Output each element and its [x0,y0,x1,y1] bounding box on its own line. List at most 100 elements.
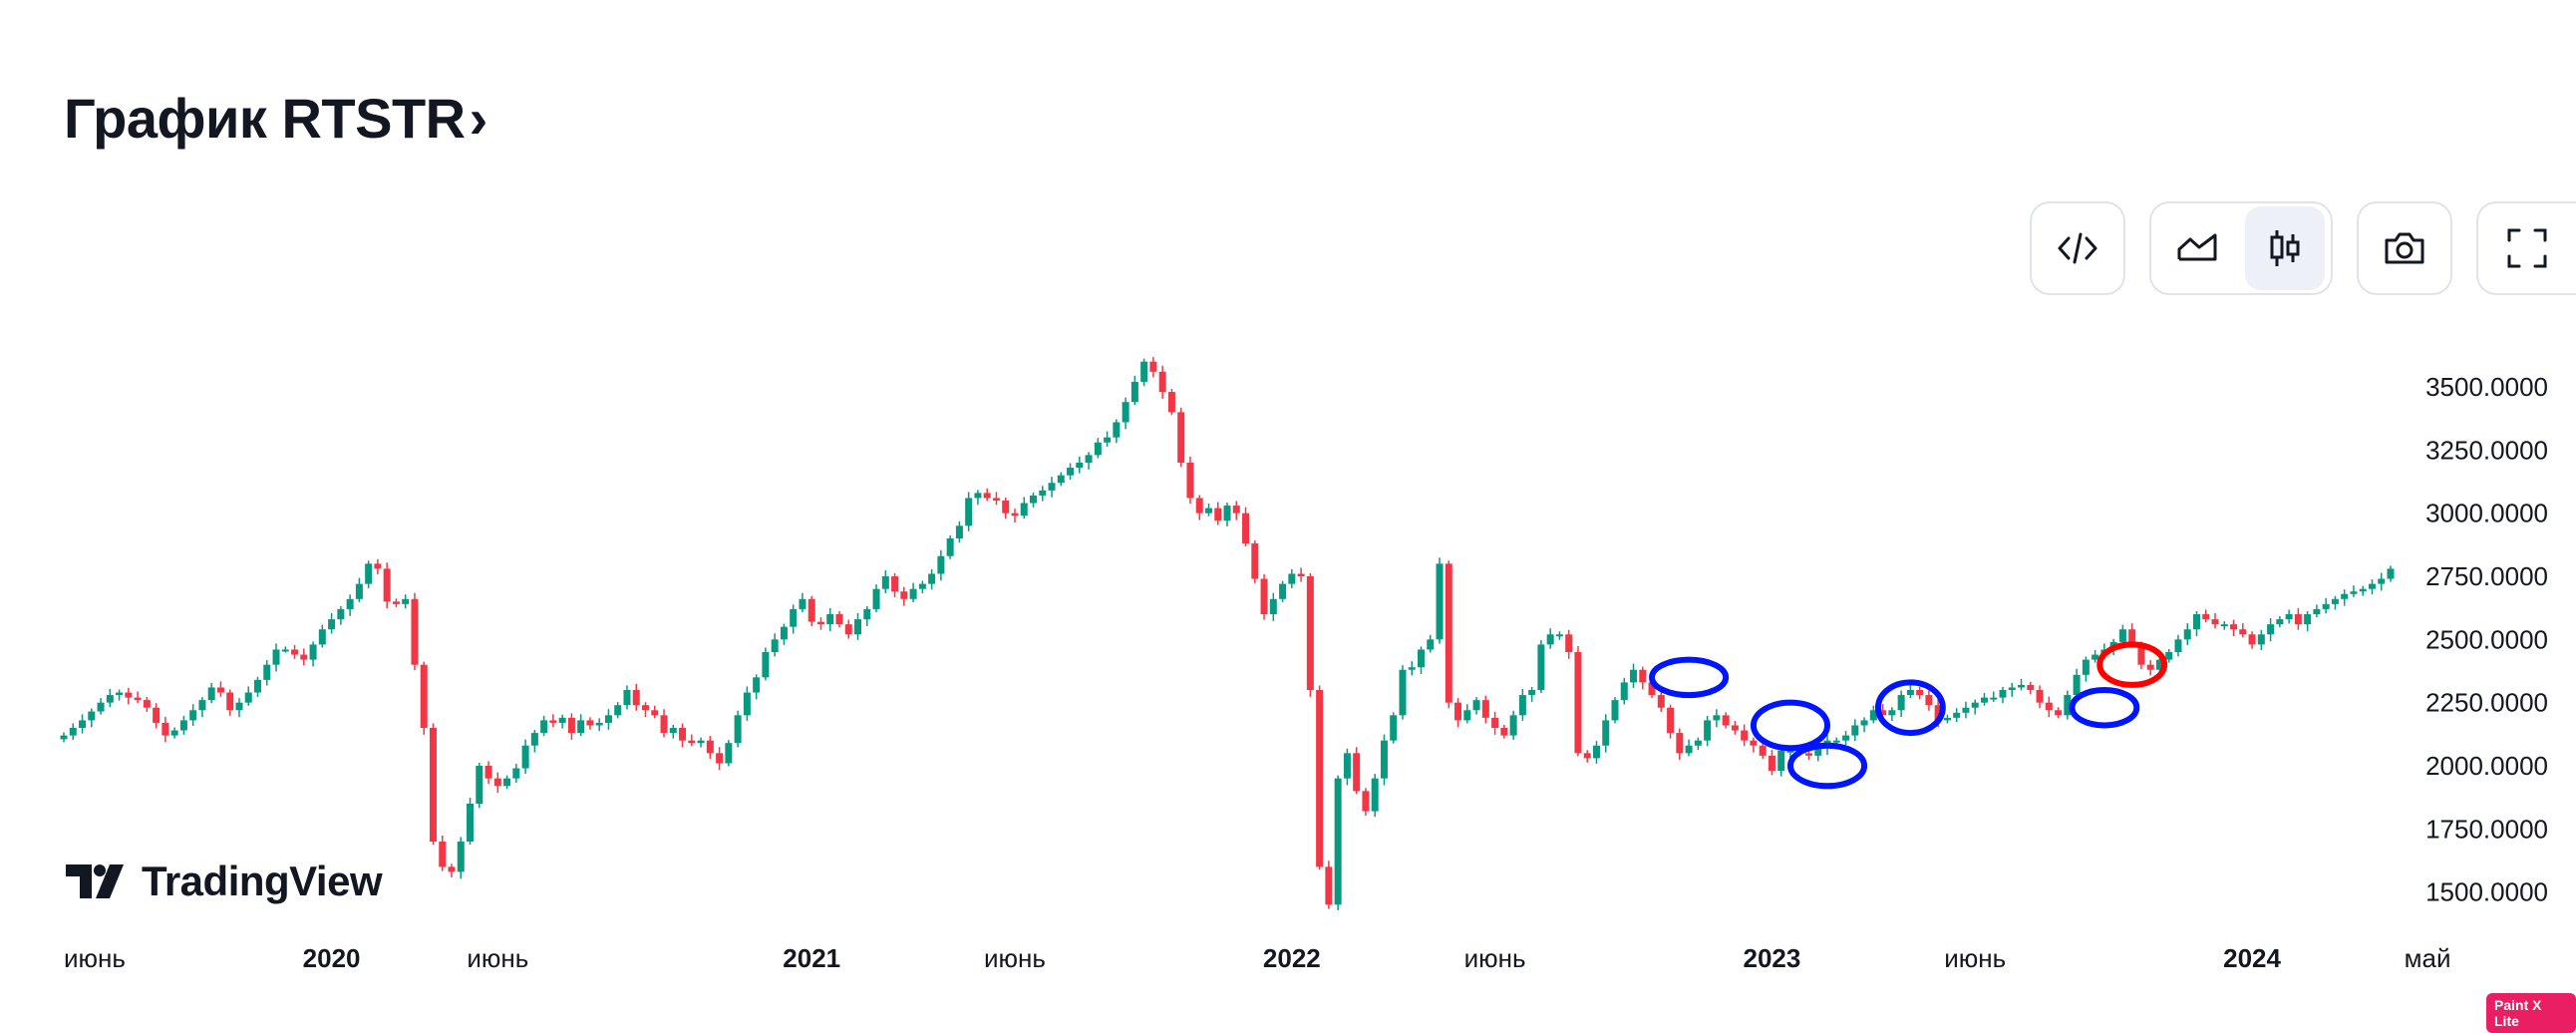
candle [1454,698,1462,728]
candle-body [2276,619,2284,625]
candle-body [2027,684,2035,690]
candle-body [743,692,751,716]
candle [604,709,612,730]
candle [567,713,575,740]
candle [909,582,917,602]
candle [1269,592,1277,621]
candle [725,740,733,767]
candle-body [1722,715,1730,726]
candle [1279,580,1287,602]
snapshot-group [2357,201,2452,295]
candle-body [97,702,105,712]
candle-body [392,601,400,604]
candle-body [439,842,447,867]
candle-body [1555,634,1563,637]
candle-body [2267,624,2275,635]
candle-body [328,619,336,630]
tradingview-logo[interactable]: TradingView [66,858,383,905]
candle [1555,631,1563,640]
candle-body [992,498,1000,501]
candle [2341,589,2349,606]
candle-body [530,733,538,746]
candle [1676,728,1684,761]
y-tick-label: 1500.0000 [2425,877,2548,907]
candle [448,863,456,877]
candle [1916,686,1924,700]
x-tick-label: 2021 [783,943,840,973]
candles-button[interactable] [2245,206,2325,290]
candle-body [1639,669,1647,683]
candle-body [697,740,705,744]
x-tick-label: 2020 [303,943,361,973]
candle-body [688,740,696,744]
candle [1445,560,1452,709]
candle [503,775,511,790]
candle-body [1085,455,1093,463]
candle [1242,507,1250,547]
line-chart-button[interactable] [2157,206,2237,290]
candle-body [263,664,271,680]
candle-body [1104,437,1112,443]
candle [1067,463,1075,480]
candle-body [549,720,557,723]
candle-body [512,768,520,779]
candle-body [1306,576,1314,690]
candle [614,702,622,719]
candle-body [1630,669,1638,683]
candle [771,633,779,657]
candle-body [1316,690,1324,867]
embed-button[interactable] [2036,206,2119,290]
candle-body [1971,702,1979,708]
candle [493,772,501,794]
candle-body [457,842,465,872]
candle [1704,715,1712,747]
fullscreen-icon [2507,228,2547,268]
candle-body [2331,598,2339,604]
candle-body [1454,702,1462,721]
candle-body [291,649,299,655]
candle [2165,648,2173,663]
candle-body [170,730,178,736]
candle-body [2220,624,2228,627]
candle-body [891,576,899,592]
candle-body [2239,629,2247,635]
candle-body [1343,753,1351,779]
y-tick-label: 2000.0000 [2425,751,2548,781]
candle [1297,567,1305,582]
candle-body [1177,412,1185,463]
candle [1750,737,1758,753]
candle [2285,609,2293,624]
candle [429,723,437,846]
candle-body [207,687,215,701]
candle [965,492,973,531]
candle [1925,690,1933,711]
candle-body [235,702,243,711]
candle-body [521,745,529,769]
candle [1713,709,1721,728]
candle-body [1574,652,1582,754]
candle-body [2294,614,2302,625]
candle-body [1777,750,1785,772]
x-tick-label: май [2405,943,2451,973]
candle [2257,629,2265,650]
snapshot-button[interactable] [2363,206,2446,290]
candle-body [918,583,926,589]
page-title[interactable]: График RTSTR› [64,84,487,154]
candle-body [1463,710,1471,721]
candle-body [799,598,806,609]
candle-body [567,717,575,734]
candle [1528,686,1536,702]
x-tick-label: июнь [1464,943,1526,973]
embed-group [2030,201,2125,295]
candle [374,558,382,574]
candle-body [1879,710,1887,716]
candle [1343,748,1351,786]
y-tick-label: 3000.0000 [2425,499,2548,528]
candle-body [1436,563,1444,640]
candle [1694,737,1702,751]
price-chart[interactable]: 1500.0000 1750.0000 2000.0000 2250.0000 2500… [0,329,2576,1007]
candle-body [402,598,410,604]
fullscreen-button[interactable] [2485,206,2569,290]
candle [992,492,1000,506]
candle-body [1242,513,1250,544]
